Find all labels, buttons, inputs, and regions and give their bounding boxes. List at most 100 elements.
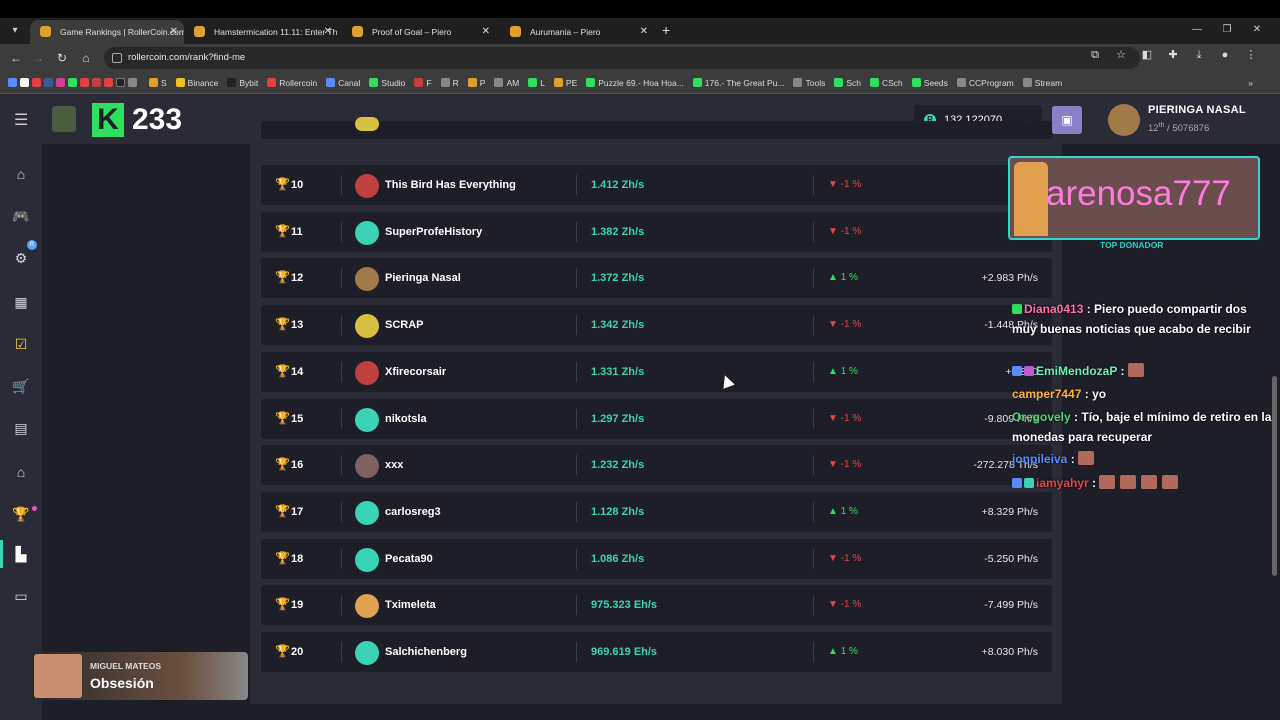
bookmark-item[interactable]: Tools: [793, 72, 825, 93]
bookmark-item[interactable]: PE: [553, 72, 577, 93]
close-tab-icon[interactable]: ✕: [323, 26, 332, 37]
bookmark-item[interactable]: Rollercoin: [267, 72, 317, 93]
bookmark-label: Canal: [338, 78, 361, 88]
tab-proof-of-goal[interactable]: Proof of Goal – Piero ✕: [342, 20, 496, 44]
ranking-row[interactable]: 🏆 16 xxx 1.232 Zh/s ▼ -1 % -272.278 Th/s: [261, 445, 1052, 486]
bookmark-item[interactable]: Binance: [175, 72, 218, 93]
page-scrollbar[interactable]: [1272, 376, 1277, 576]
tasks-icon[interactable]: ☑: [14, 336, 28, 352]
player-name[interactable]: Pieringa Nasal: [385, 272, 461, 285]
player-name[interactable]: Xfirecorsair: [385, 365, 447, 378]
bookmark-item[interactable]: AM: [494, 72, 519, 93]
rankings-icon[interactable]: ▙: [15, 546, 27, 562]
change-percent: ▲ 1 %: [828, 492, 858, 532]
bookmark-item[interactable]: Stream: [1022, 72, 1062, 93]
bookmark-favicon-icon: [440, 78, 450, 87]
tab-game-rankings[interactable]: Game Rankings | RollerCoin.com ✕: [30, 20, 184, 44]
chat-message: camper7447 : yo: [1012, 385, 1274, 405]
install-icon[interactable]: ⧉: [1091, 49, 1099, 61]
bookmark-star-icon[interactable]: ☆: [1116, 49, 1126, 61]
extension-icon[interactable]: ◧: [1141, 49, 1153, 61]
close-tab-icon[interactable]: ✕: [481, 26, 490, 37]
bookmark-item[interactable]: CSch: [869, 72, 903, 93]
trophy-icon[interactable]: 🏆: [12, 506, 30, 522]
trophy-icon: 🏆: [275, 457, 290, 472]
bookmark-item[interactable]: Seeds: [911, 72, 948, 93]
bookmark-item[interactable]: 176.- The Great Pu...: [692, 72, 784, 93]
change-value: -1 %: [840, 412, 862, 424]
close-tab-icon[interactable]: ✕: [639, 26, 648, 37]
bookmark-item[interactable]: S: [149, 72, 167, 93]
bookmark-item[interactable]: P: [467, 72, 485, 93]
arrow-up-icon: ▲: [828, 272, 841, 284]
bookmark-item[interactable]: Sch: [834, 72, 861, 93]
ranking-row[interactable]: 🏆 15 nikotsla 1.297 Zh/s ▼ -1 % -9.809 Ph/s: [261, 398, 1052, 439]
profile-icon[interactable]: ●: [1221, 49, 1229, 61]
player-avatar: [355, 220, 379, 245]
miner-icon[interactable]: ⚙: [14, 250, 28, 266]
ranking-row-partial[interactable]: [261, 117, 1052, 139]
cart-icon[interactable]: 🛒: [12, 378, 30, 394]
home-icon[interactable]: ⌂: [82, 51, 90, 65]
bookmark-label: CSch: [881, 78, 903, 88]
ranking-row[interactable]: 🏆 19 Tximeleta 975.323 Eh/s ▼ -1 % -7.499 Ph/…: [261, 585, 1052, 626]
user-name[interactable]: PIERINGA NASAL: [1148, 104, 1246, 116]
change-value: -1 %: [840, 552, 862, 564]
user-avatar[interactable]: [1108, 104, 1140, 136]
site-info-icon[interactable]: [112, 53, 122, 63]
tab-aurumania[interactable]: Aurumania – Piero ✕: [500, 20, 654, 44]
bookmark-item[interactable]: L: [528, 72, 545, 93]
reload-icon[interactable]: ↻: [56, 51, 68, 65]
close-tab-icon[interactable]: ✕: [169, 26, 178, 37]
ranking-row[interactable]: 🏆 20 Salchichenberg 969.619 Eh/s ▲ 1 % +8.030…: [261, 632, 1052, 672]
player-name[interactable]: SCRAP: [385, 319, 424, 332]
download-icon[interactable]: ⤓: [1196, 49, 1202, 61]
change-percent: ▼ -1 %: [828, 539, 861, 579]
address-bar[interactable]: rollercoin.com/rank?find-me: [104, 47, 1140, 69]
bookmark-item[interactable]: Bybit: [227, 72, 258, 93]
player-name[interactable]: Tximeleta: [385, 599, 436, 612]
player-name[interactable]: Salchichenberg: [385, 646, 467, 658]
bookmark-item[interactable]: Canal: [326, 72, 361, 93]
bookmark-item[interactable]: F: [414, 72, 432, 93]
minimize-icon[interactable]: —: [1192, 24, 1202, 35]
wallet-button[interactable]: ▣: [1052, 106, 1082, 134]
bookmark-item[interactable]: R: [440, 72, 459, 93]
player-name[interactable]: SuperProfeHistory: [385, 225, 483, 238]
hamburger-menu-icon[interactable]: ☰: [14, 112, 29, 129]
ranking-row[interactable]: 🏆 18 Pecata90 1.086 Zh/s ▼ -1 % -5.250 Ph/s: [261, 538, 1052, 579]
extensions-puzzle-icon[interactable]: ✚: [1168, 49, 1178, 61]
player-name[interactable]: Pecata90: [385, 552, 433, 565]
hangar-icon[interactable]: ⌂: [16, 464, 26, 480]
player-name[interactable]: nikotsla: [385, 412, 427, 425]
storage-icon[interactable]: ▤: [14, 420, 28, 436]
player-name[interactable]: xxx: [385, 459, 404, 472]
divider: [813, 268, 814, 289]
bookmark-item[interactable]: CCProgram: [956, 72, 1014, 93]
ranking-row[interactable]: 🏆 12 Pieringa Nasal 1.372 Zh/s ▲ 1 % +2.983 P…: [261, 258, 1052, 299]
bookmark-item[interactable]: Puzzle 69.- Hoa Hoa...: [586, 72, 684, 93]
ranking-row[interactable]: 🏆 17 carlosreg3 1.128 Zh/s ▲ 1 % +8.329 Ph/s: [261, 491, 1052, 532]
bookmark-item[interactable]: Studio: [369, 72, 405, 93]
game-avatar[interactable]: [52, 106, 76, 132]
menu-kebab-icon[interactable]: ⋮: [1245, 49, 1257, 61]
more-bookmarks-icon[interactable]: »: [1248, 78, 1253, 88]
tab-search-icon[interactable]: ▾: [12, 25, 18, 36]
player-name[interactable]: carlosreg3: [385, 505, 441, 518]
marketplace-icon[interactable]: ▦: [14, 294, 28, 310]
gamepad-icon[interactable]: 🎮: [12, 208, 30, 224]
back-icon[interactable]: ←: [10, 51, 22, 65]
close-window-icon[interactable]: ✕: [1252, 24, 1262, 35]
restore-icon[interactable]: ❐: [1222, 24, 1232, 35]
home-icon[interactable]: ⌂: [16, 166, 26, 182]
power-delta: -5.250 Ph/s: [984, 552, 1038, 565]
player-name[interactable]: This Bird Has Everything: [385, 179, 516, 191]
news-icon[interactable]: ▭: [14, 588, 28, 604]
tab-hamstermication[interactable]: Hamstermication 11.11: Enter Th ✕: [184, 20, 338, 44]
ranking-row[interactable]: 🏆 10 This Bird Has Everything 1.412 Zh/s ▼ -…: [261, 165, 1052, 205]
forward-icon[interactable]: →: [32, 51, 44, 65]
ranking-row[interactable]: 🏆 13 SCRAP 1.342 Zh/s ▼ -1 % -1.448 Ph/s: [261, 305, 1052, 346]
new-tab-icon[interactable]: +: [662, 22, 671, 38]
